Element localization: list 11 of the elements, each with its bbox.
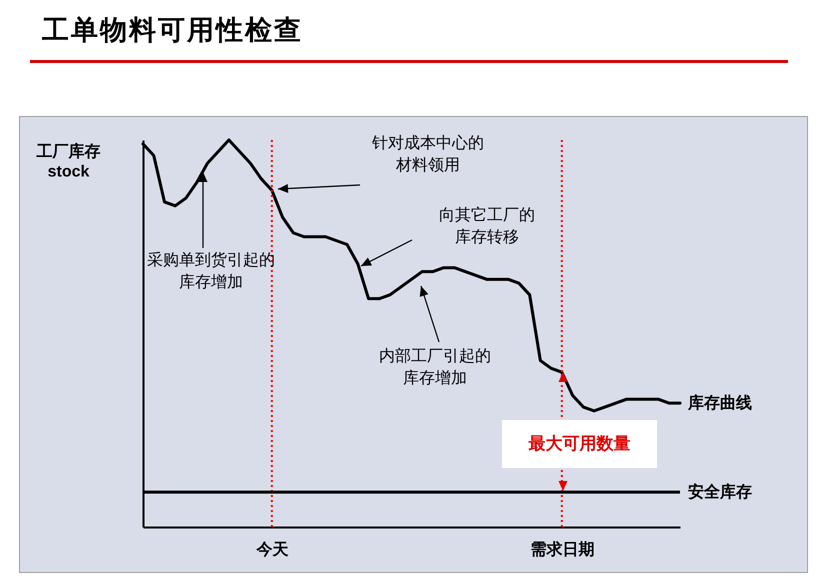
x-tick-label: 今天 <box>255 540 290 558</box>
annotation: 针对成本中心的材料领用 <box>371 134 485 176</box>
annotation: 采购单到货引起的库存增加 <box>146 250 276 293</box>
chart-title: 工单物料可用性检查 <box>42 14 303 47</box>
series-label: 库存曲线 <box>687 394 752 412</box>
y-axis-title: 工厂库存 stock <box>36 142 100 180</box>
annotation: 内部工厂引起的库存增加 <box>378 346 492 389</box>
annotation: 最大可用数量 <box>502 420 657 468</box>
annotation: 向其它工厂的库存转移 <box>438 206 536 248</box>
ref-line-label: 安全库存 <box>688 482 752 502</box>
x-tick-label: 需求日期 <box>530 540 594 558</box>
